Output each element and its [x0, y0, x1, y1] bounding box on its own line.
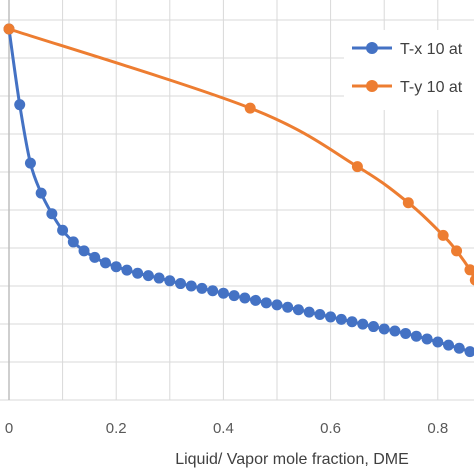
data-point — [282, 301, 294, 313]
data-point — [346, 316, 358, 328]
data-point — [402, 197, 414, 209]
data-point — [244, 102, 256, 114]
data-point — [357, 318, 369, 330]
data-point — [303, 306, 315, 318]
legend-marker-tx — [366, 42, 378, 54]
series-1 — [3, 23, 474, 286]
data-point — [260, 297, 272, 309]
data-point — [292, 304, 304, 316]
data-point — [335, 313, 347, 325]
data-point — [14, 99, 26, 111]
data-point — [228, 290, 240, 302]
data-point — [469, 274, 474, 286]
data-point — [142, 270, 154, 282]
data-point — [250, 294, 262, 306]
data-point — [421, 333, 433, 345]
data-point — [196, 282, 208, 294]
data-point — [239, 292, 251, 304]
legend-label-ty: T-y 10 at — [400, 79, 463, 96]
data-point — [132, 267, 144, 279]
data-point — [3, 23, 15, 35]
legend-background — [344, 30, 474, 110]
data-point — [314, 309, 326, 321]
data-point — [110, 261, 122, 273]
data-point — [121, 264, 133, 276]
data-point — [217, 287, 229, 299]
gridlines — [0, 0, 474, 401]
data-point — [464, 346, 474, 358]
data-point — [271, 299, 283, 311]
x-tick-labels: 0 0.2 0.4 0.6 0.8 — [5, 420, 448, 437]
x-tick-label: 0 — [5, 420, 13, 437]
data-point — [389, 325, 401, 337]
data-point — [378, 323, 390, 335]
legend-label-tx: T-x 10 at — [400, 41, 463, 58]
data-point — [351, 161, 363, 173]
x-tick-label: 0.6 — [320, 420, 341, 437]
data-point — [78, 245, 90, 257]
data-point — [432, 336, 444, 348]
data-point — [99, 257, 111, 269]
data-point — [153, 272, 165, 284]
data-point — [367, 321, 379, 333]
data-point — [410, 330, 422, 342]
series-layer — [3, 23, 474, 358]
data-point — [175, 278, 187, 290]
data-point — [89, 251, 101, 263]
data-point — [443, 339, 455, 351]
data-point — [453, 342, 465, 354]
data-point — [46, 208, 58, 220]
data-point — [24, 157, 36, 169]
data-point — [451, 245, 463, 257]
data-point — [164, 275, 176, 287]
data-point — [67, 236, 79, 248]
data-point — [185, 280, 197, 292]
data-point — [57, 224, 69, 236]
data-point — [437, 229, 449, 241]
x-tick-label: 0.8 — [427, 420, 448, 437]
legend-marker-ty — [366, 80, 378, 92]
data-point — [325, 311, 337, 323]
data-point — [207, 285, 219, 297]
data-point — [35, 187, 47, 199]
data-point — [400, 327, 412, 339]
x-tick-label: 0.4 — [213, 420, 234, 437]
legend: T-x 10 at T-y 10 at — [344, 30, 474, 110]
x-tick-label: 0.2 — [106, 420, 127, 437]
data-point — [464, 264, 474, 276]
x-axis-title: Liquid/ Vapor mole fraction, DME — [175, 451, 409, 468]
